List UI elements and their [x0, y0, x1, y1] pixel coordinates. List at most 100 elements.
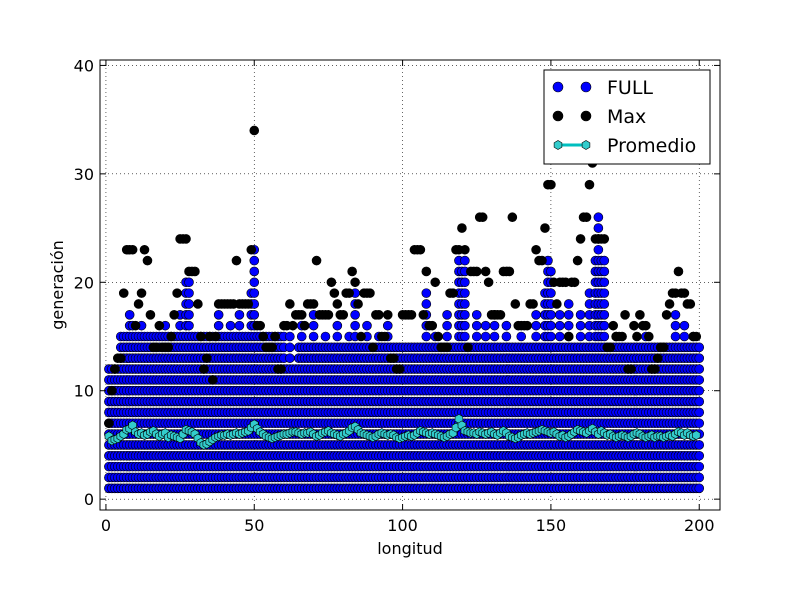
- max-point: [145, 310, 156, 320]
- full-point: [460, 255, 470, 266]
- max-point: [658, 342, 669, 353]
- max-point: [644, 331, 654, 342]
- max-point: [661, 310, 672, 320]
- max-point: [207, 375, 218, 385]
- max-point: [531, 244, 541, 255]
- x-axis-label: longitud: [377, 539, 443, 558]
- max-point: [133, 299, 144, 309]
- max-point: [246, 244, 257, 255]
- max-point: [308, 299, 319, 309]
- max-point: [427, 320, 438, 331]
- full-point: [249, 255, 260, 266]
- full-point: [184, 277, 194, 288]
- full-point: [531, 310, 541, 320]
- legend: FULL Max Promedio: [543, 69, 711, 165]
- full-point: [531, 331, 541, 342]
- full-point: [234, 320, 245, 331]
- max-point: [522, 320, 532, 331]
- full-point: [599, 288, 610, 298]
- max-point: [510, 299, 521, 309]
- max-point: [332, 299, 343, 309]
- max-point: [463, 342, 473, 353]
- max-point: [388, 353, 399, 363]
- full-point: [599, 310, 610, 320]
- max-point: [288, 320, 298, 331]
- max-point: [365, 288, 375, 298]
- max-point: [299, 320, 310, 331]
- full-point: [460, 299, 470, 309]
- full-point: [599, 331, 610, 342]
- max-point: [635, 310, 645, 320]
- max-point: [379, 331, 390, 342]
- full-point: [599, 266, 610, 277]
- max-point: [270, 331, 280, 342]
- full-point: [599, 277, 610, 288]
- max-point: [629, 320, 639, 331]
- max-point: [552, 299, 562, 309]
- full-point: [694, 440, 705, 450]
- full-point: [501, 331, 512, 342]
- y-tick-label: 20: [74, 273, 94, 292]
- full-point: [516, 331, 527, 342]
- full-point: [599, 255, 610, 266]
- max-point: [421, 266, 432, 277]
- max-point: [249, 125, 260, 136]
- max-point: [344, 288, 354, 298]
- full-point: [531, 320, 541, 331]
- max-point: [382, 310, 393, 320]
- full-point: [460, 288, 470, 298]
- max-point: [528, 299, 538, 309]
- max-point: [199, 364, 209, 374]
- max-point: [483, 277, 494, 288]
- full-point: [563, 310, 574, 320]
- max-point: [107, 385, 117, 396]
- legend-full-marker: [580, 81, 592, 93]
- max-point: [267, 342, 277, 353]
- max-point: [617, 331, 627, 342]
- max-point: [118, 288, 129, 298]
- full-point: [679, 320, 690, 331]
- max-point: [457, 223, 467, 233]
- legend-full-label: FULL: [607, 77, 653, 99]
- full-point: [249, 277, 260, 288]
- series-full: [104, 212, 705, 494]
- full-point: [471, 320, 482, 331]
- full-point: [694, 385, 705, 396]
- full-point: [694, 396, 705, 407]
- max-point: [190, 266, 200, 277]
- max-point: [338, 310, 349, 320]
- max-point: [572, 255, 583, 266]
- full-point: [249, 310, 260, 320]
- full-point: [555, 331, 565, 342]
- max-point: [480, 266, 491, 277]
- max-point: [477, 212, 488, 223]
- full-point: [213, 310, 224, 320]
- full-point: [184, 320, 194, 331]
- max-point: [296, 310, 307, 320]
- max-point: [210, 331, 221, 342]
- full-point: [460, 320, 470, 331]
- y-tick-label: 30: [74, 165, 94, 184]
- full-point: [285, 331, 295, 342]
- max-point: [130, 320, 141, 331]
- max-point: [608, 320, 619, 331]
- full-point: [332, 320, 343, 331]
- full-point: [421, 299, 432, 309]
- max-point: [169, 310, 179, 320]
- legend-max-marker: [580, 110, 592, 122]
- max-point: [460, 244, 470, 255]
- y-tick-label: 40: [74, 56, 94, 75]
- max-point: [685, 299, 696, 309]
- full-point: [501, 320, 512, 331]
- max-point: [285, 299, 295, 309]
- max-point: [418, 310, 429, 320]
- max-point: [356, 331, 366, 342]
- max-point: [673, 266, 684, 277]
- max-point: [193, 299, 203, 309]
- full-point: [480, 331, 491, 342]
- legend-max-marker: [552, 110, 564, 122]
- max-point: [166, 331, 176, 342]
- full-point: [670, 310, 681, 320]
- full-point: [593, 223, 604, 233]
